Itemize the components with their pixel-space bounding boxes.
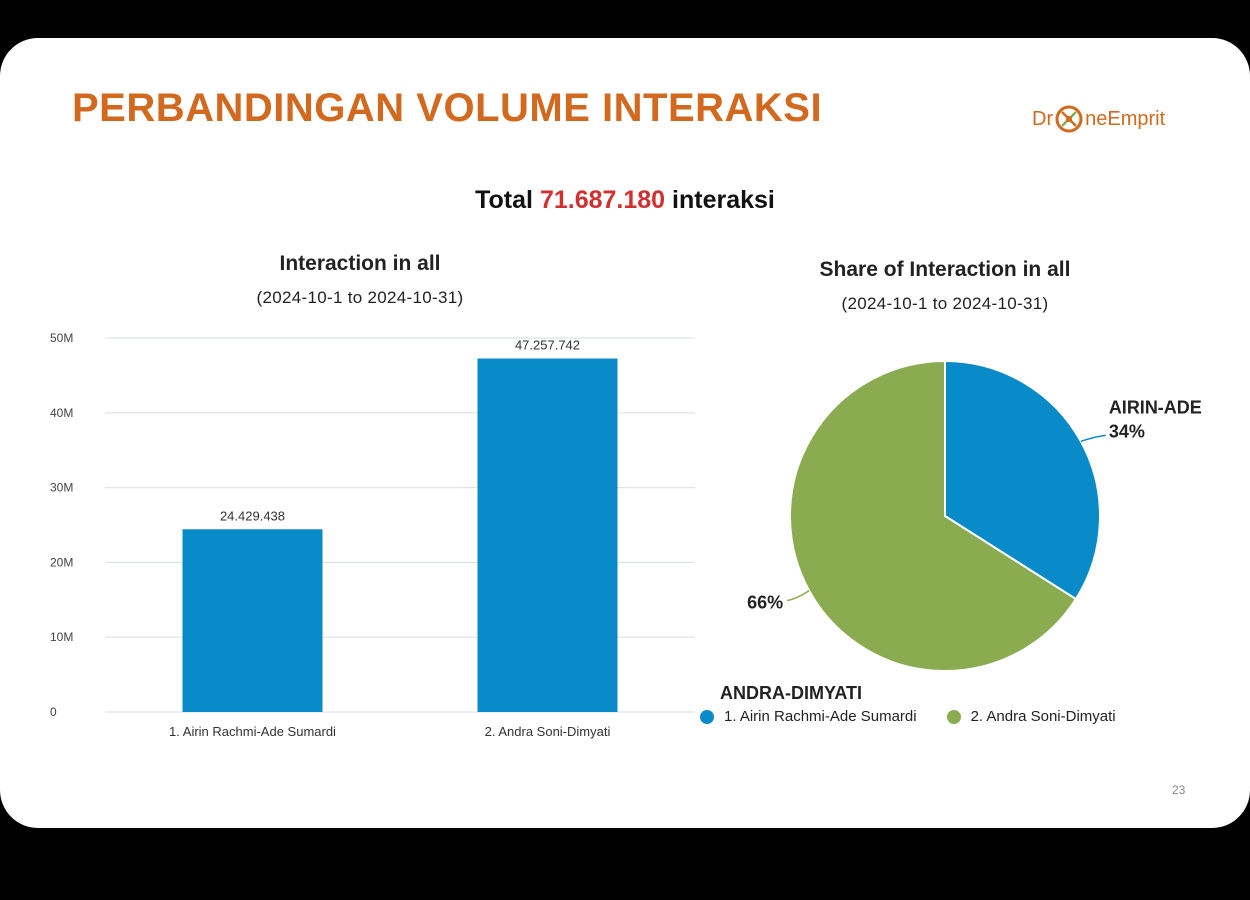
total-suffix: interaksi	[672, 186, 775, 214]
legend-dot-andra	[946, 709, 961, 724]
slide-title: PERBANDINGAN VOLUME INTERAKSI	[72, 86, 823, 130]
pie-connector	[1080, 434, 1106, 443]
logo-text-prefix: Dr	[1032, 107, 1054, 130]
pie-connector	[787, 590, 810, 602]
y-tick-label: 40M	[50, 406, 73, 420]
x-category-label: 2. Andra Soni-Dimyati	[485, 724, 611, 739]
drone-icon	[1055, 105, 1083, 133]
y-tick-label: 0	[50, 705, 57, 719]
slide: PERBANDINGAN VOLUME INTERAKSI Dr neEmpri…	[0, 38, 1250, 828]
pie-chart-date-range: (2024-10-1 to 2024-10-31)	[841, 294, 1049, 313]
legend-item-airin: 1. Airin Rachmi-Ade Sumardi	[700, 708, 917, 725]
pie-slice-percent: 66%	[747, 593, 783, 613]
logo: Dr neEmprit	[1032, 104, 1165, 134]
bar-chart-header: Interaction in all (2024-10-1 to 2024-10…	[170, 252, 550, 308]
bar-chart-date-range: (2024-10-1 to 2024-10-31)	[256, 288, 464, 307]
bar	[477, 358, 618, 712]
bar-chart: 0 10M 20M 30M 40M 50M 24.429.438 1. Airin Rachm…	[50, 331, 695, 739]
pie-chart: AIRIN-ADE 34% 66% ANDRA-DIMYATI	[720, 359, 1202, 703]
pie-chart-title: Share of Interaction in all	[819, 258, 1071, 281]
logo-text-suffix: neEmprit	[1085, 107, 1166, 130]
page-number: 23	[1172, 783, 1186, 797]
pie-chart-header: Share of Interaction in all (2024-10-1 t…	[745, 258, 1145, 314]
pie-slice-percent: 34%	[1109, 421, 1145, 441]
bar-chart-title: Interaction in all	[279, 252, 441, 275]
pie-slice-label: ANDRA-DIMYATI	[720, 683, 862, 703]
total-interactions: Total 71.687.180 interaksi	[0, 186, 1250, 215]
bar-data-label: 47.257.742	[515, 338, 580, 353]
bar	[182, 529, 323, 712]
x-category-label: 1. Airin Rachmi-Ade Sumardi	[169, 724, 336, 739]
bar-data-label: 24.429.438	[220, 508, 285, 523]
y-tick-label: 50M	[50, 331, 73, 345]
y-tick-label: 30M	[50, 481, 73, 495]
legend-label-andra: 2. Andra Soni-Dimyati	[970, 708, 1116, 725]
y-tick-label: 20M	[50, 555, 73, 569]
total-value: 71.687.180	[539, 186, 666, 214]
y-tick-label: 10M	[50, 630, 73, 644]
total-prefix: Total	[475, 186, 533, 214]
pie-slice	[789, 359, 1078, 672]
legend-dot-airin	[700, 709, 714, 724]
pie-slice-label: AIRIN-ADE	[1109, 397, 1202, 417]
legend-label-airin: 1. Airin Rachmi-Ade Sumardi	[724, 708, 917, 725]
pie-legend: 1. Airin Rachmi-Ade Sumardi 2. Andra Son…	[700, 708, 1116, 725]
legend-item-andra: 2. Andra Soni-Dimyati	[946, 708, 1116, 725]
